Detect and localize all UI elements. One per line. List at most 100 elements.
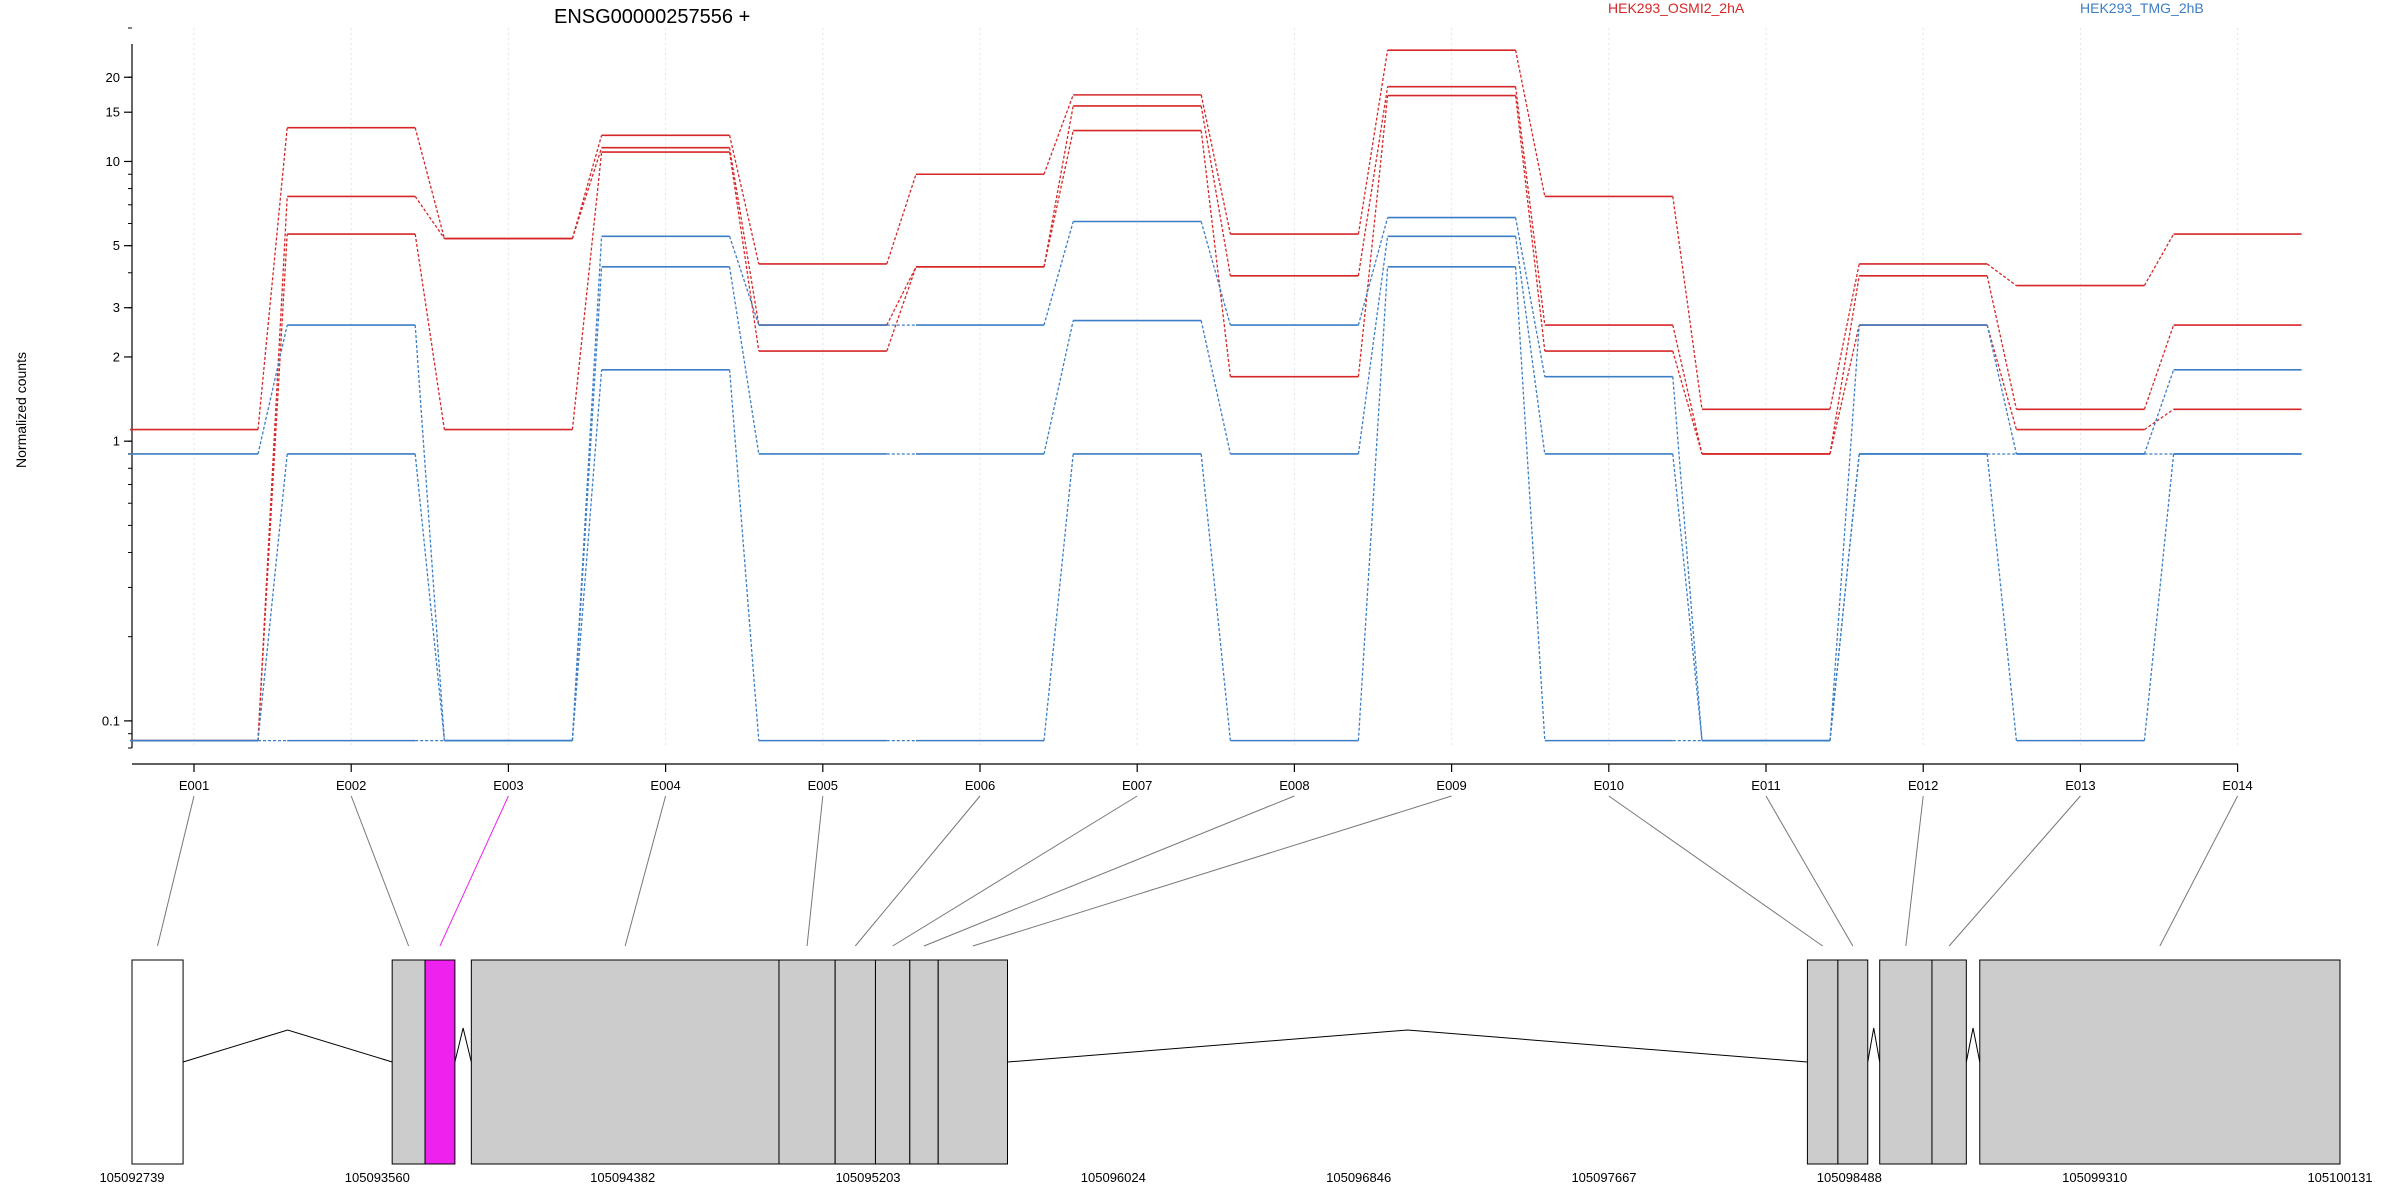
connector-e005 xyxy=(806,795,824,947)
exon-box-e008 xyxy=(909,959,939,1165)
data-connector xyxy=(1672,453,1703,741)
y-tick-label-1: 1 xyxy=(113,434,120,449)
series-hek293-tmg-2hb-6 xyxy=(130,266,2302,742)
x-tick-label-e008: E008 xyxy=(1279,778,1309,793)
intron-line xyxy=(454,1027,472,1063)
connector-e013 xyxy=(1948,795,2081,947)
data-connector xyxy=(2144,408,2174,431)
data-connector xyxy=(1514,266,1546,741)
exon-box-e011 xyxy=(1837,959,1869,1165)
x-tick-label-e004: E004 xyxy=(650,778,680,793)
data-connector xyxy=(414,325,446,741)
data-connector xyxy=(886,266,917,326)
data-connector xyxy=(414,453,446,741)
intron-line xyxy=(1867,1027,1881,1063)
data-connector xyxy=(1200,105,1232,276)
exon-box-e003 xyxy=(424,959,456,1165)
x-tick-label-e010: E010 xyxy=(1594,778,1624,793)
genomic-tick-label-105097667: 105097667 xyxy=(1571,1170,1636,1185)
data-connector xyxy=(1829,325,1860,741)
exon-box-e012 xyxy=(1879,959,1933,1165)
connector-e014 xyxy=(2159,795,2239,947)
exon-box-e013 xyxy=(1931,959,1967,1165)
x-tick-label-e012: E012 xyxy=(1908,778,1938,793)
data-connector xyxy=(1357,217,1389,326)
x-tick-label-e006: E006 xyxy=(965,778,995,793)
data-connector xyxy=(1200,221,1232,326)
data-connector xyxy=(414,196,445,239)
data-connector xyxy=(571,147,603,239)
data-connector xyxy=(1829,275,1860,455)
data-connector xyxy=(1986,275,2018,410)
series-hek293-osmi2-2ha-2 xyxy=(130,85,2302,742)
data-connector xyxy=(1829,453,1860,741)
exon-box-e004 xyxy=(470,959,780,1165)
genomic-tick-label-105094382: 105094382 xyxy=(590,1170,655,1185)
data-connector xyxy=(257,127,288,430)
genomic-tick-label-105100131: 105100131 xyxy=(2307,1170,2372,1185)
data-connector xyxy=(728,236,760,326)
y-tick-label-15: 15 xyxy=(106,105,120,120)
connector-e012 xyxy=(1905,795,1924,947)
data-connector xyxy=(1514,236,1546,455)
y-axis: 0.1 1 2 3 5 10 15 20 xyxy=(102,27,133,749)
gene-model xyxy=(131,959,2341,1165)
data-connector xyxy=(1200,94,1232,235)
x-tick-label-e003: E003 xyxy=(493,778,523,793)
data-connector xyxy=(2143,233,2175,286)
data-connector xyxy=(1514,86,1546,326)
series-hek293-tmg-2hb-5 xyxy=(130,235,2302,742)
data-connector xyxy=(414,127,446,239)
y-tick-label-5: 5 xyxy=(113,238,120,253)
data-connector xyxy=(1672,196,1703,410)
data-connector xyxy=(1200,320,1232,455)
data-connector xyxy=(1043,94,1074,175)
connector-e010 xyxy=(1608,795,1823,947)
exon-box-e002 xyxy=(391,959,426,1165)
intron-line xyxy=(182,1029,393,1063)
data-connector xyxy=(1986,324,2018,455)
data-connector xyxy=(2143,324,2175,410)
connector-e008 xyxy=(923,795,1295,947)
connector-e004 xyxy=(624,795,667,947)
legend-label-osmi2: HEK293_OSMI2_2hA xyxy=(1608,0,1745,16)
data-connector xyxy=(414,233,446,430)
data-connector xyxy=(1200,130,1232,377)
x-tick-label-e001: E001 xyxy=(179,778,209,793)
data-connector xyxy=(728,135,760,265)
genomic-tick-label-105098488: 105098488 xyxy=(1817,1170,1882,1185)
data-connector xyxy=(1043,221,1074,326)
connector-e003 xyxy=(439,795,509,947)
data-connector xyxy=(571,152,603,430)
series-hek293-tmg-2hb-4 xyxy=(130,216,2302,742)
series-hek293-osmi2-2ha-1 xyxy=(130,49,2302,431)
data-connector xyxy=(1672,350,1703,455)
exon-box-e014 xyxy=(1979,959,2341,1165)
exon-box-e007 xyxy=(874,959,911,1165)
legend-label-tmg: HEK293_TMG_2hB xyxy=(2080,0,2204,16)
chart-title: ENSG00000257556 + xyxy=(554,6,750,28)
data-connector xyxy=(257,324,288,455)
connector-e009 xyxy=(972,795,1452,947)
data-connector xyxy=(1672,376,1703,741)
data-connector xyxy=(257,234,288,741)
genomic-tick-label-105095203: 105095203 xyxy=(835,1170,900,1185)
intron-line xyxy=(1965,1027,1981,1063)
exon-axis: E001 E002 E003 E004 E005 E006 E007 E008 E009 E010… xyxy=(132,763,2253,793)
connector-e006 xyxy=(854,795,981,947)
y-axis-label: Normalized counts xyxy=(13,352,29,468)
data-connector xyxy=(1829,324,1860,455)
data-connector xyxy=(1514,95,1546,352)
data-connector xyxy=(1043,453,1074,741)
grid-lines xyxy=(193,28,2239,748)
x-tick-label-e002: E002 xyxy=(336,778,366,793)
data-connector xyxy=(728,369,760,741)
data-connector xyxy=(1357,86,1389,276)
x-tick-label-e009: E009 xyxy=(1436,778,1466,793)
exon-box-e006 xyxy=(834,959,876,1165)
genomic-tick-label-105099310: 105099310 xyxy=(2062,1170,2127,1185)
genomic-tick-label-105093560: 105093560 xyxy=(345,1170,410,1185)
y-tick-label-10: 10 xyxy=(106,154,120,169)
data-connector xyxy=(1043,130,1074,267)
